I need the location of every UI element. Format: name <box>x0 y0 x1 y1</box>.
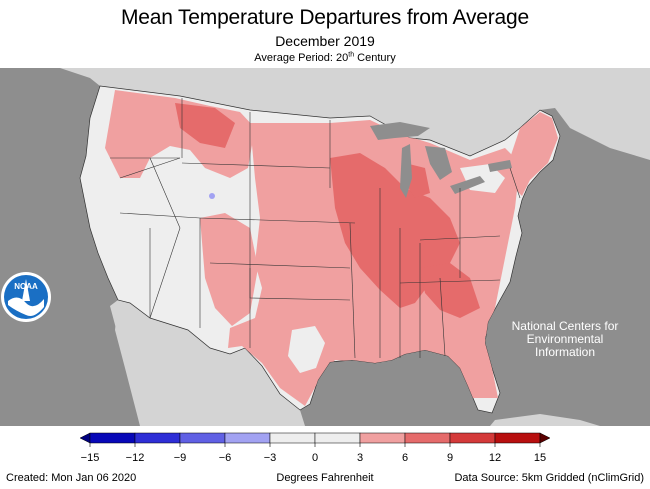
legend-tick-label: −9 <box>173 452 187 464</box>
legend-tick-label: −12 <box>125 452 145 464</box>
legend-bin <box>449 432 496 444</box>
data-source: Data Source: 5km Gridded (nClimGrid) <box>454 472 644 484</box>
warm-northeast-region <box>510 112 558 196</box>
baja-peninsula <box>110 300 155 414</box>
great-lakes <box>370 122 512 198</box>
average-period-prefix: Average Period: 20 <box>254 52 349 64</box>
legend-arrow-below <box>80 432 91 444</box>
legend-bin <box>134 432 181 444</box>
legend-arrow-above <box>539 432 551 444</box>
legend-bin <box>359 432 406 444</box>
state-boundaries <box>110 98 521 359</box>
units-label: Degrees Fahrenheit <box>276 472 374 484</box>
legend-tick-label: −3 <box>263 452 277 464</box>
temperature-map: NOAA National Centers for Environmental … <box>0 68 650 426</box>
legend-bin <box>89 432 136 444</box>
legend-bin <box>269 432 316 444</box>
ncei-line-3: Information <box>534 345 596 359</box>
legend-tick-label: 0 <box>311 452 319 464</box>
legend-bin <box>224 432 271 444</box>
legend-tick-label: 9 <box>446 452 454 464</box>
legend-bin <box>494 432 541 444</box>
created-date: Created: Mon Jan 06 2020 <box>6 472 137 484</box>
legend-bin <box>314 432 361 444</box>
normal-texas-pocket <box>288 326 325 373</box>
us-map-svg <box>0 68 650 426</box>
noaa-logo-icon: NOAA <box>1 272 51 322</box>
legend-tick-label: −6 <box>218 452 232 464</box>
cool-spot <box>209 193 215 199</box>
noaa-logo-text: NOAA <box>14 282 38 291</box>
legend-colorbar <box>80 432 551 447</box>
lake-superior <box>370 122 430 140</box>
ncei-line-2: Environmental <box>526 332 604 346</box>
caribbean-islands <box>490 414 600 426</box>
lake-ontario <box>488 160 512 172</box>
legend-tick-label: 15 <box>533 452 547 464</box>
map-title: Mean Temperature Departures from Average <box>121 6 529 29</box>
legend-tick-label: 3 <box>356 452 364 464</box>
average-period-label: Average Period: 20th Century <box>0 51 650 64</box>
canada-land <box>0 68 650 160</box>
ncei-line-1: National Centers for <box>511 319 619 333</box>
average-period-suffix: Century <box>354 52 396 64</box>
ncei-label: National Centers for Environmental Infor… <box>510 320 620 359</box>
warm-southeast-core <box>420 263 480 318</box>
lake-huron <box>425 146 452 180</box>
color-legend: −15 −12 −9 −6 −3 0 3 6 9 12 15 <box>80 428 560 468</box>
average-period-superscript: th <box>348 51 355 59</box>
legend-bin <box>179 432 226 444</box>
legend-tick-label: −15 <box>80 452 100 464</box>
legend-tick-label: 6 <box>401 452 409 464</box>
map-subtitle: December 2019 <box>275 33 375 49</box>
anomaly-layer <box>105 90 558 406</box>
legend-bin <box>404 432 451 444</box>
legend-tick-label: 12 <box>488 452 502 464</box>
warm-colorado-region <box>200 213 258 326</box>
lake-erie <box>450 176 485 194</box>
warm-montana-core <box>175 103 235 148</box>
lake-michigan <box>400 144 412 198</box>
mexico-land <box>115 300 305 426</box>
